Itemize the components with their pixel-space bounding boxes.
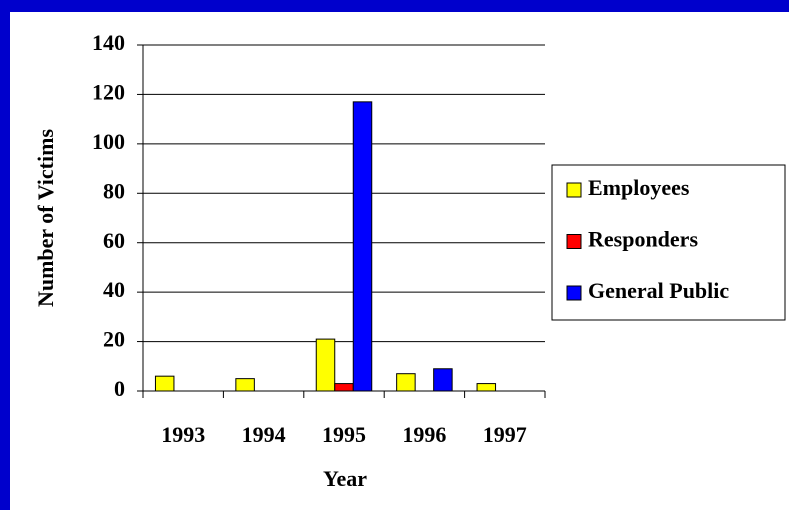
legend-label: Employees xyxy=(588,175,690,200)
bar xyxy=(476,383,497,392)
legend xyxy=(551,164,786,321)
y-tick-label: 20 xyxy=(103,327,125,352)
y-tick-label: 40 xyxy=(103,277,125,302)
x-tick-label: 1996 xyxy=(402,422,446,447)
y-tick-label: 120 xyxy=(92,79,125,104)
y-tick-label: 60 xyxy=(103,228,125,253)
bar xyxy=(352,101,373,392)
x-axis-title: Year xyxy=(323,466,367,491)
x-tick-label: 1995 xyxy=(322,422,366,447)
y-tick-label: 140 xyxy=(92,30,125,55)
y-axis-title: Number of Victims xyxy=(33,129,58,307)
x-tick-label: 1997 xyxy=(483,422,527,447)
y-tick-label: 100 xyxy=(92,129,125,154)
legend-label: General Public xyxy=(588,278,729,303)
bar xyxy=(396,373,416,392)
bar xyxy=(433,368,453,392)
y-tick-label: 80 xyxy=(103,178,125,203)
bar xyxy=(315,338,336,392)
legend-swatch xyxy=(566,285,582,301)
bar xyxy=(154,375,175,392)
x-tick-label: 1994 xyxy=(242,422,286,447)
x-tick-label: 1993 xyxy=(161,422,205,447)
legend-swatch xyxy=(566,182,582,198)
bar xyxy=(235,378,255,392)
legend-swatch xyxy=(566,234,582,249)
bar xyxy=(334,383,354,392)
legend-label: Responders xyxy=(588,227,698,252)
y-tick-label: 0 xyxy=(114,376,125,401)
